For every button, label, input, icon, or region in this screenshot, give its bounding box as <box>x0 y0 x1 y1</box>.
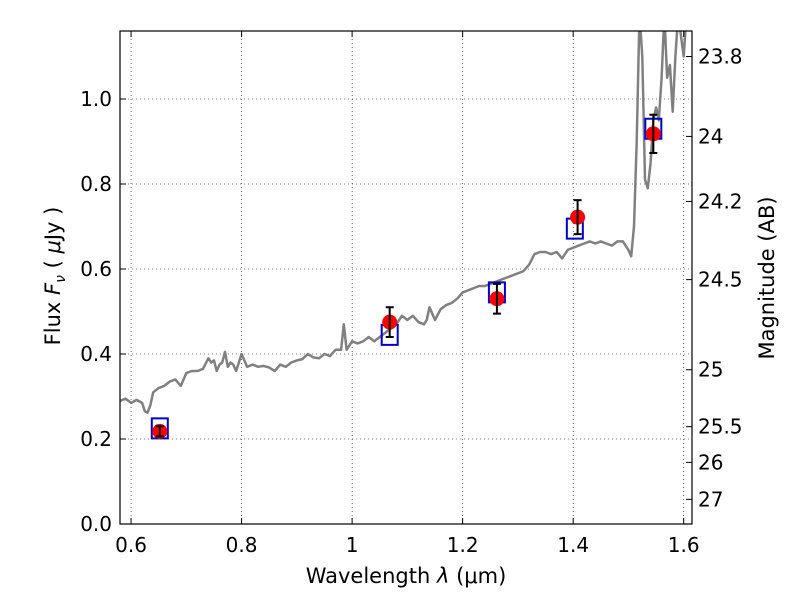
y2-tick-label: 24.5 <box>698 268 743 292</box>
series-layer <box>120 31 687 440</box>
y2-tick-label: 24.2 <box>698 189 743 213</box>
x-tick-label: 1 <box>346 533 359 557</box>
x-tick-label: 0.6 <box>115 533 147 557</box>
x-tick-label: 1.6 <box>668 533 700 557</box>
axes-frame <box>119 30 693 525</box>
ticks: 0.6 0.8 1 1.2 1.4 1.6 0.0 0.2 0.4 0.6 0.8 1.0 23.8 24… <box>80 31 743 557</box>
y2-tick-label: 25 <box>698 358 723 382</box>
x-tick-label: 0.8 <box>226 533 258 557</box>
y-axis-label: Flux Fν ( μJy ) <box>41 207 69 346</box>
y2-tick-label: 26 <box>698 450 723 474</box>
axes-border <box>119 30 693 525</box>
y2-tick-label: 27 <box>698 487 723 511</box>
x-axis-label: Wavelength λ (μm) <box>306 564 507 588</box>
y2-tick-label: 25.5 <box>698 415 743 439</box>
y-tick-label: 0.4 <box>80 342 112 366</box>
y2-tick-label: 24 <box>698 124 723 148</box>
x-tick-label: 1.2 <box>447 533 479 557</box>
y-tick-label: 0.8 <box>80 172 112 196</box>
plot-area <box>120 31 692 524</box>
y-tick-label: 0.0 <box>80 512 112 536</box>
y-tick-label: 0.2 <box>80 427 112 451</box>
y2-axis-label: Magnitude (AB) <box>755 196 779 359</box>
plot-background <box>120 31 692 524</box>
y-tick-label: 1.0 <box>80 87 112 111</box>
x-tick-label: 1.4 <box>557 533 589 557</box>
y-tick-label: 0.6 <box>80 257 112 281</box>
spectrum-line <box>120 31 687 414</box>
y2-tick-label: 23.8 <box>698 45 743 69</box>
